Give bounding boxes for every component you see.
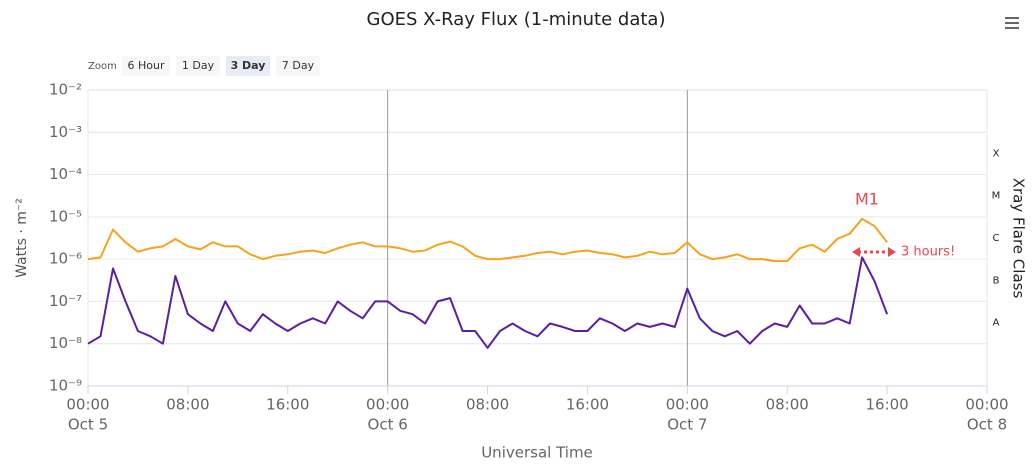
y-tick-label: 10⁻⁹ — [49, 377, 82, 395]
y2-tick-label: B — [993, 275, 1000, 286]
y2-tick-label: X — [993, 148, 1000, 159]
menu-button[interactable] — [1000, 14, 1024, 34]
x-tick-label: 08:00 — [166, 396, 209, 414]
zoom-button-label[interactable]: 6 Hour — [128, 59, 165, 72]
zoom-buttons: 6 Hour 1 Day 3 Day 7 Day — [122, 56, 320, 76]
y-tick-label: 10⁻⁵ — [49, 207, 82, 225]
y-tick-label: 10⁻³ — [49, 123, 82, 141]
y2-axis-title: Xray Flare Class — [1010, 178, 1028, 299]
arrow-heads — [852, 247, 896, 257]
zoom-button[interactable] — [226, 56, 270, 76]
y-tick-label: 10⁻⁸ — [49, 334, 82, 352]
zoom-button-label[interactable]: 7 Day — [282, 59, 315, 72]
y-tick-label: 10⁻⁷ — [49, 292, 82, 310]
y-axis-title: Watts · m⁻² — [14, 198, 30, 278]
x-tick-label: 16:00 — [566, 396, 609, 414]
series-line — [87, 256, 889, 349]
annotation: M1 — [855, 190, 879, 209]
y2-tick-label: M — [992, 191, 1001, 202]
x-tick-label: Oct 8 — [967, 416, 1007, 434]
annotation: 3 hours! — [901, 245, 955, 260]
chart-title: GOES X-Ray Flux (1-minute data) — [367, 9, 666, 30]
y-tick-label: 10⁻² — [49, 81, 82, 99]
series-line — [87, 217, 888, 263]
x-tick-label: 08:00 — [766, 396, 809, 414]
x-tick-label: 16:00 — [865, 396, 908, 414]
zoom-button[interactable] — [176, 56, 220, 76]
x-tick-label: 00:00 — [666, 396, 709, 414]
x-tick-label: 00:00 — [965, 396, 1008, 414]
zoom-button[interactable] — [276, 56, 320, 76]
x-tick-label: 00:00 — [366, 396, 409, 414]
x-tick-label: 00:00 — [66, 396, 109, 414]
zoom-button[interactable] — [122, 56, 170, 76]
y2-tick-label: C — [993, 233, 1000, 244]
x-tick-label: 16:00 — [266, 396, 309, 414]
zoom-button-label[interactable]: 1 Day — [182, 59, 215, 72]
y2-tick-label: A — [993, 318, 1000, 329]
y-tick-label: 10⁻⁴ — [49, 165, 82, 183]
x-tick-label: Oct 5 — [68, 416, 108, 434]
x-tick-label: Oct 6 — [368, 416, 408, 434]
x-tick-label: 08:00 — [466, 396, 509, 414]
plot: 10⁻⁹ 10⁻⁸ 10⁻⁷ 10⁻⁶ 10⁻⁵ 10⁻⁴ 10⁻³ 10⁻² A B C M X 00:… — [49, 81, 1009, 434]
y-tick-label: 10⁻⁶ — [49, 250, 82, 268]
zoom-button-label[interactable]: 3 Day — [231, 59, 266, 72]
x-tick-label: Oct 7 — [667, 416, 707, 434]
zoom-label: Zoom — [88, 61, 117, 72]
x-axis-title: Universal Time — [481, 444, 593, 462]
annotation-arrow — [852, 247, 896, 257]
